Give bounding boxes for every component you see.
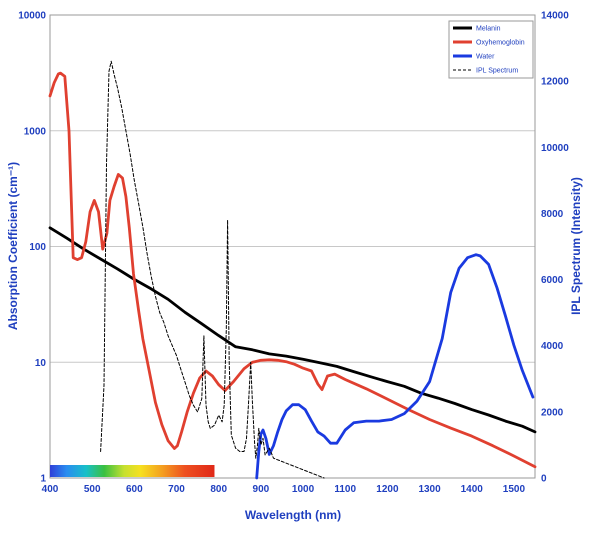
legend-label-melanin: Melanin — [476, 26, 501, 33]
y-right-tick-label: 0 — [541, 474, 547, 485]
series-line-oxyhemoglobin — [48, 71, 537, 469]
y-left-tick-label: 1000 — [24, 126, 47, 137]
plot-frame — [49, 14, 536, 479]
x-tick-label: 1500 — [503, 484, 526, 495]
y-right-axis-title: IPL Spectrum (Intensity) — [569, 177, 583, 315]
series-line-water — [255, 253, 535, 480]
y-right-tick-label: 14000 — [541, 11, 569, 22]
y-left-axis-title: Absorption Coefficient (cm⁻¹) — [6, 162, 20, 330]
legend-label-water: Water — [476, 54, 495, 61]
y-right-tick-label: 8000 — [541, 209, 564, 220]
x-axis-title: Wavelength (nm) — [245, 508, 341, 522]
x-tick-label: 700 — [168, 484, 185, 495]
y-left-tick-label: 1 — [40, 474, 46, 485]
series-line-ipl-spectrum — [100, 60, 325, 479]
y-right-tick-label: 12000 — [541, 77, 569, 88]
grid-lines — [50, 14, 535, 479]
x-ticks: 400 500 600 700 800 900 1000 1100 1200 1300 1400 15… — [42, 484, 526, 495]
x-tick-label: 500 — [84, 484, 101, 495]
x-tick-label: 1400 — [461, 484, 484, 495]
y-right-tick-label: 4000 — [541, 341, 564, 352]
legend: Melanin Oxyhemoglobin Water IPL Spectrum — [448, 20, 534, 79]
y-right-tick-label: 6000 — [541, 275, 564, 286]
series-line-melanin — [48, 226, 537, 434]
y-right-ticks: 0 2000 4000 6000 8000 10000 12000 14000 — [541, 11, 569, 485]
x-tick-label: 1100 — [334, 484, 356, 495]
y-left-ticks: 1 10 100 1000 10000 — [18, 11, 46, 485]
y-right-tick-label: 10000 — [541, 143, 569, 154]
y-left-tick-label: 100 — [29, 242, 46, 253]
x-tick-label: 1300 — [418, 484, 441, 495]
series-group — [48, 60, 537, 480]
y-right-tick-label: 2000 — [541, 407, 564, 418]
legend-box — [448, 20, 534, 79]
y-left-tick-label: 10000 — [18, 11, 46, 22]
x-tick-label: 400 — [42, 484, 59, 495]
x-tick-label: 600 — [126, 484, 143, 495]
y-left-tick-label: 10 — [35, 358, 47, 369]
x-tick-label: 1000 — [292, 484, 315, 495]
visible-spectrum-bar — [50, 465, 215, 477]
x-tick-label: 1200 — [376, 484, 399, 495]
legend-label-oxyhemoglobin: Oxyhemoglobin — [476, 40, 525, 47]
x-tick-label: 800 — [210, 484, 227, 495]
legend-label-ipl: IPL Spectrum — [476, 68, 518, 75]
x-tick-label: 900 — [253, 484, 270, 495]
